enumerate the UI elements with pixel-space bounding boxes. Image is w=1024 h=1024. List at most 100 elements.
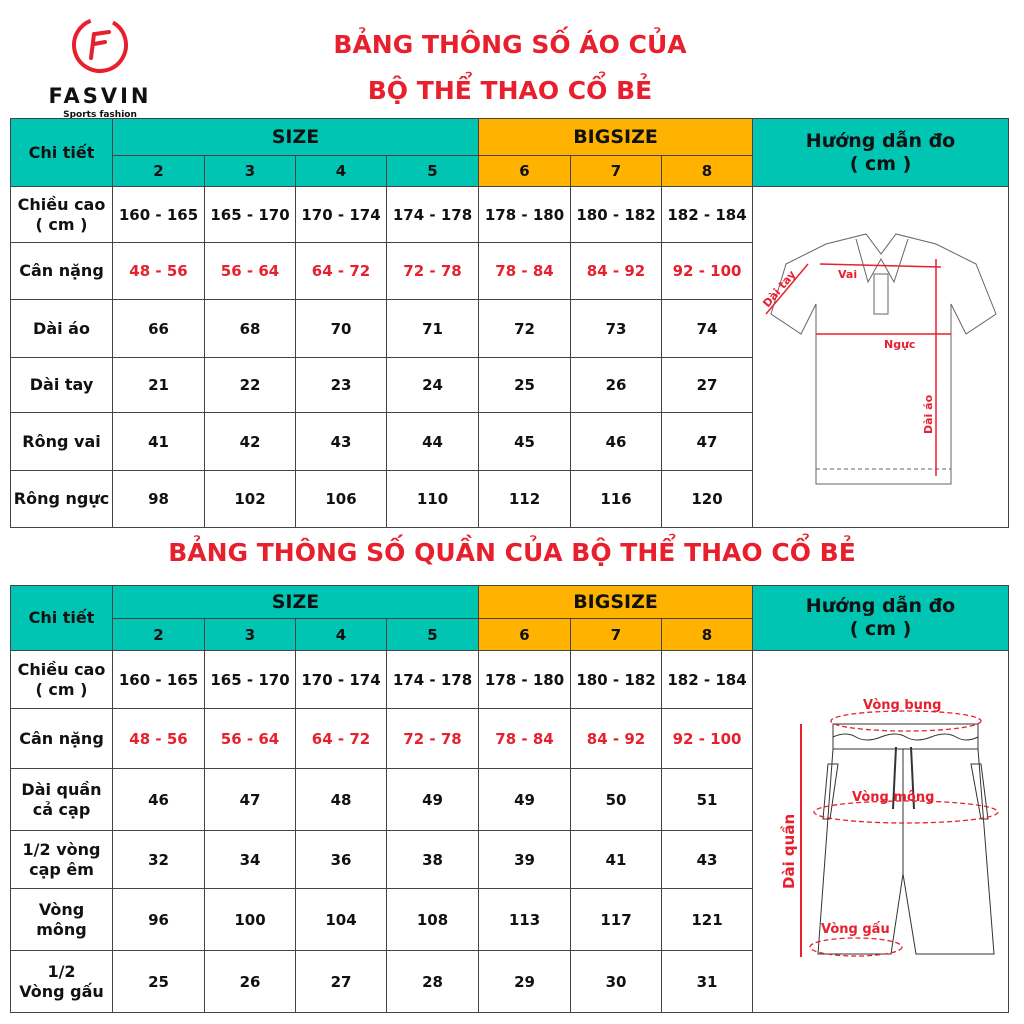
pants-size-table: Chi tiết SIZE BIGSIZE Hướng dẫn đo ( cm ) 2 3…	[10, 585, 1010, 1013]
shirt-size-table: Chi tiết SIZE BIGSIZE Hướng dẫn đo ( cm ) 2 3…	[10, 118, 1010, 528]
table-cell: 102	[204, 470, 296, 528]
table-cell: 116	[570, 470, 663, 528]
table-cell: 39	[478, 830, 572, 889]
table-cell: 41	[570, 830, 663, 889]
table-cell: 165 - 170	[204, 186, 296, 243]
size-column-6: 6	[478, 618, 572, 651]
table-cell: 64 - 72	[295, 242, 387, 300]
size-column-4: 4	[295, 618, 387, 651]
chest-label: Ngực	[884, 338, 915, 351]
table-cell: 72 - 78	[385, 708, 480, 769]
table-cell: 47	[204, 768, 296, 831]
table-cell: 170 - 174	[295, 650, 387, 709]
table-cell: 43	[295, 412, 387, 471]
row-label: Chiều cao ( cm )	[10, 650, 113, 709]
table-cell: 165 - 170	[204, 650, 296, 709]
table-cell: 106	[295, 470, 387, 528]
table-row: Chiều cao ( cm ) 160 - 165 165 - 170 170 - …	[10, 186, 1010, 528]
table-cell: 34	[204, 830, 296, 889]
table-cell: 100	[204, 888, 296, 951]
hem-label: Vòng gấu	[821, 922, 890, 937]
detail-header: Chi tiết	[10, 118, 113, 187]
table-cell: 50	[570, 768, 663, 831]
size-column-3: 3	[204, 618, 296, 651]
shoulder-label: Vai	[838, 268, 857, 281]
table-cell: 31	[661, 950, 754, 1013]
table-cell: 84 - 92	[570, 708, 663, 769]
table-row: Dài áo 66 68 70 71 72 73 74	[10, 299, 1009, 358]
table-cell: 117	[570, 888, 663, 951]
row-label: Dài áo	[10, 299, 113, 358]
table-cell: 45	[478, 412, 572, 471]
table-cell: 41	[112, 412, 205, 471]
size-column-7: 7	[570, 618, 663, 651]
table-cell: 71	[385, 299, 480, 358]
table-cell: 46	[570, 412, 663, 471]
row-label: Chiều cao ( cm )	[10, 186, 113, 243]
table-cell: 73	[570, 299, 663, 358]
row-label: Cân nặng	[10, 242, 113, 300]
guide-header: Hướng dẫn đo ( cm )	[752, 585, 1010, 651]
table-cell: 30	[570, 950, 663, 1013]
table-cell: 24	[385, 357, 480, 413]
row-label: Dài quần cả cạp	[10, 768, 113, 831]
table-cell: 27	[661, 357, 754, 413]
table-cell: 84 - 92	[570, 242, 663, 300]
table-row: Dài quần cả cạp 46 47 48 49 49 50 51	[10, 768, 1009, 831]
table-cell: 160 - 165	[112, 650, 205, 709]
row-label: Cân nặng	[10, 708, 113, 769]
size-column-2: 2	[112, 155, 205, 187]
table-cell: 182 - 184	[661, 186, 754, 243]
size-column-3: 3	[204, 155, 296, 187]
table-cell: 29	[478, 950, 572, 1013]
size-header: SIZE	[111, 585, 480, 619]
table-cell: 21	[112, 357, 205, 413]
size-column-6: 6	[478, 155, 572, 187]
table-cell: 180 - 182	[570, 650, 663, 709]
table-cell: 64 - 72	[295, 708, 387, 769]
table-cell: 27	[295, 950, 387, 1013]
size-header: SIZE	[111, 118, 480, 156]
table-row: Cân nặng 48 - 56 56 - 64 64 - 72 72 - 78 78 -…	[10, 708, 1009, 769]
table-cell: 49	[385, 768, 480, 831]
table-row: Cân nặng 48 - 56 56 - 64 64 - 72 72 - 78 78 -…	[10, 242, 1009, 300]
table-cell: 78 - 84	[478, 242, 572, 300]
row-label: 1/2 vòng cạp êm	[10, 830, 113, 889]
pants-diagram: Vòng bụng Vòng mông Vòng gấu Dài quần	[780, 698, 999, 957]
table-cell: 92 - 100	[661, 242, 754, 300]
table-cell: 49	[478, 768, 572, 831]
table-cell: 48	[295, 768, 387, 831]
table-cell: 43	[661, 830, 754, 889]
table-cell: 26	[570, 357, 663, 413]
shirt-diagram: Vai Ngực Dài áo Dài tay	[760, 233, 997, 485]
table-row: 1/2 vòng cạp êm 32 34 36 38 39 41 43	[10, 830, 1009, 889]
measurement-guide: Vòng bụng Vòng mông Vòng gấu Dài quần	[752, 650, 1010, 1013]
table-cell: 98	[112, 470, 205, 528]
brand-tagline: Sports fashion	[63, 110, 137, 120]
size-column-5: 5	[385, 618, 480, 651]
table-cell: 178 - 180	[478, 650, 572, 709]
table-cell: 78 - 84	[478, 708, 572, 769]
bigsize-header: BIGSIZE	[478, 118, 754, 156]
table-cell: 25	[112, 950, 205, 1013]
waist-label: Vòng bụng	[863, 698, 942, 713]
table-cell: 70	[295, 299, 387, 358]
size-column-8: 8	[661, 155, 754, 187]
table-cell: 72 - 78	[385, 242, 480, 300]
table-cell: 178 - 180	[478, 186, 572, 243]
table-cell: 74	[661, 299, 754, 358]
brand-logo: FASVIN Sports fashion	[40, 12, 160, 120]
guide-header: Hướng dẫn đo ( cm )	[752, 118, 1010, 187]
pants-title: BẢNG THÔNG SỐ QUẦN CỦA BỘ THỂ THAO CỔ BẺ	[168, 538, 856, 567]
size-column-7: 7	[570, 155, 663, 187]
table-cell: 22	[204, 357, 296, 413]
table-row: Rông vai 41 42 43 44 45 46 47	[10, 412, 1009, 471]
sleeve-label: Dài tay	[760, 268, 798, 310]
table-cell: 170 - 174	[295, 186, 387, 243]
table-cell: 72	[478, 299, 572, 358]
table-cell: 51	[661, 768, 754, 831]
table-cell: 112	[478, 470, 572, 528]
table-cell: 32	[112, 830, 205, 889]
table-cell: 174 - 178	[385, 186, 480, 243]
brand-name: FASVIN	[48, 84, 152, 108]
